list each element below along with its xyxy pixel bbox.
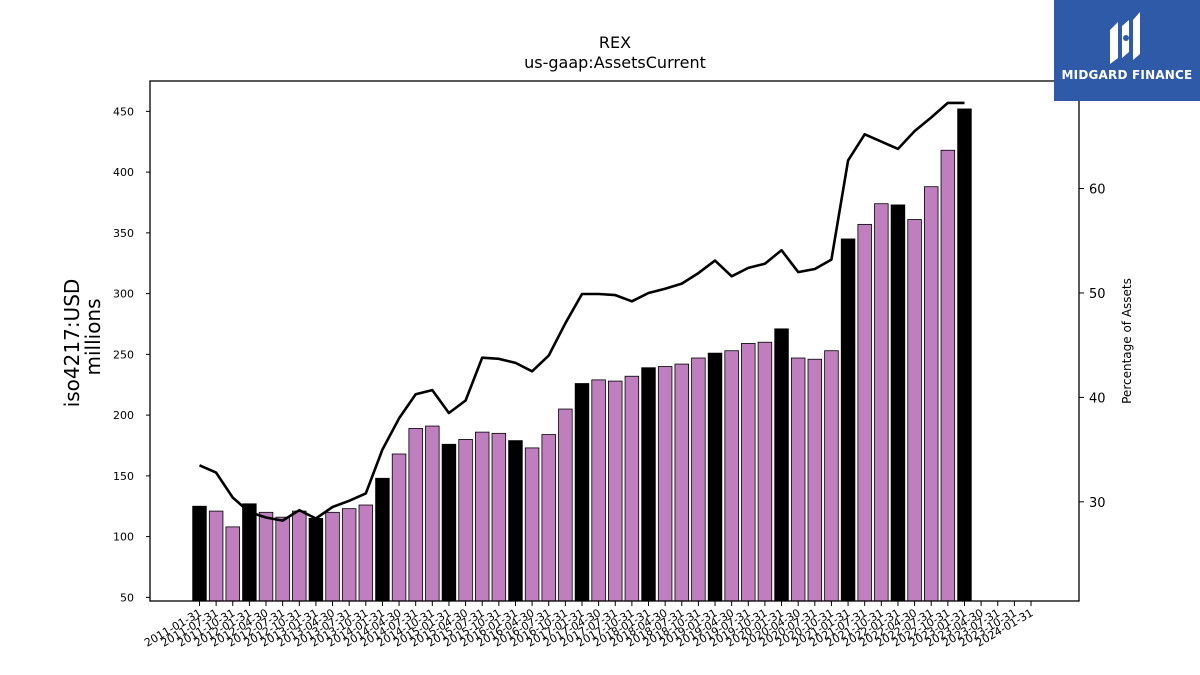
percentage-line	[198, 101, 965, 522]
y2-tick-label: 40	[1089, 391, 1106, 406]
bar-annual	[375, 477, 390, 602]
bar-quarterly	[691, 357, 706, 602]
y-tick-label: 450	[113, 105, 134, 118]
bar-quarterly	[474, 431, 490, 602]
bar-quarterly	[674, 363, 689, 602]
bar-quarterly	[408, 428, 423, 602]
bar-quarterly	[491, 432, 507, 602]
bar-annual	[707, 352, 723, 602]
bar-quarterly	[757, 341, 773, 602]
bar-annual	[574, 383, 590, 602]
y2-tick-label: 50	[1089, 287, 1106, 302]
bar-quarterly	[458, 439, 473, 602]
bar-quarterly	[824, 350, 839, 602]
bar-quarterly	[292, 510, 307, 602]
bar-quarterly	[391, 453, 407, 602]
y-axis-units: millions	[81, 298, 105, 375]
bar-quarterly	[258, 511, 274, 602]
y-tick-label: 50	[120, 591, 134, 604]
bar-quarterly	[325, 511, 340, 602]
bar-annual	[508, 440, 523, 602]
bar-quarterly	[358, 504, 374, 602]
bar-annual	[192, 505, 207, 602]
y-tick-label: 200	[113, 409, 134, 422]
bar-quarterly	[541, 434, 556, 602]
bar-quarterly	[907, 219, 922, 602]
y2-tick-label: 30	[1089, 496, 1106, 511]
brand-logo: MIDGARD FINANCE	[1054, 0, 1200, 101]
bar-quarterly	[724, 350, 739, 602]
bar-quarterly	[275, 516, 290, 602]
y-tick-label: 150	[113, 470, 134, 483]
y2-axis-label: Percentage of Assets	[1120, 278, 1134, 404]
bars-group	[192, 108, 972, 602]
y-tick-label: 350	[113, 227, 134, 240]
bar-annual	[774, 328, 789, 602]
bar-quarterly	[657, 366, 673, 602]
bar-quarterly	[790, 357, 806, 602]
logo-text: MIDGARD FINANCE	[1061, 68, 1193, 82]
y-axis-label: iso4217:USD	[60, 279, 84, 408]
bar-quarterly	[591, 379, 606, 602]
bar-quarterly	[741, 343, 756, 602]
bar-quarterly	[225, 526, 240, 602]
y2-tick-label: 60	[1089, 183, 1106, 198]
bar-quarterly	[624, 375, 640, 602]
plot-frame	[149, 80, 1080, 602]
bar-annual	[840, 238, 856, 602]
bar-quarterly	[341, 508, 357, 602]
bar-annual	[957, 108, 972, 602]
bar-quarterly	[924, 186, 939, 602]
bar-annual	[242, 503, 257, 602]
left-axis: 50 100 150 200 250 300 350 400 450	[113, 105, 150, 604]
bar-quarterly	[425, 425, 440, 602]
bar-annual	[308, 517, 324, 602]
y-tick-label: 300	[113, 288, 134, 301]
bar-annual	[641, 367, 656, 602]
bar-annual	[441, 443, 457, 602]
bar-quarterly	[558, 408, 573, 602]
midgard-logo-icon	[1110, 12, 1140, 64]
bar-annual	[890, 204, 906, 602]
x-axis: 2011-01-312011-07-312011-10-312012-01-31…	[142, 601, 1036, 650]
bar-quarterly	[874, 203, 889, 602]
line-group	[198, 101, 965, 522]
y-tick-label: 100	[113, 531, 134, 544]
y-tick-label: 250	[113, 348, 134, 361]
bar-quarterly	[208, 510, 224, 602]
y-tick-label: 400	[113, 166, 134, 179]
bar-quarterly	[608, 380, 623, 602]
chart-title: REX	[599, 33, 631, 52]
bar-quarterly	[524, 447, 540, 602]
bar-quarterly	[857, 223, 872, 602]
bar-quarterly	[940, 149, 956, 602]
chart-subtitle: us-gaap:AssetsCurrent	[524, 53, 706, 72]
bar-quarterly	[807, 358, 823, 602]
right-axis: 30 40 50 60	[1079, 183, 1106, 511]
